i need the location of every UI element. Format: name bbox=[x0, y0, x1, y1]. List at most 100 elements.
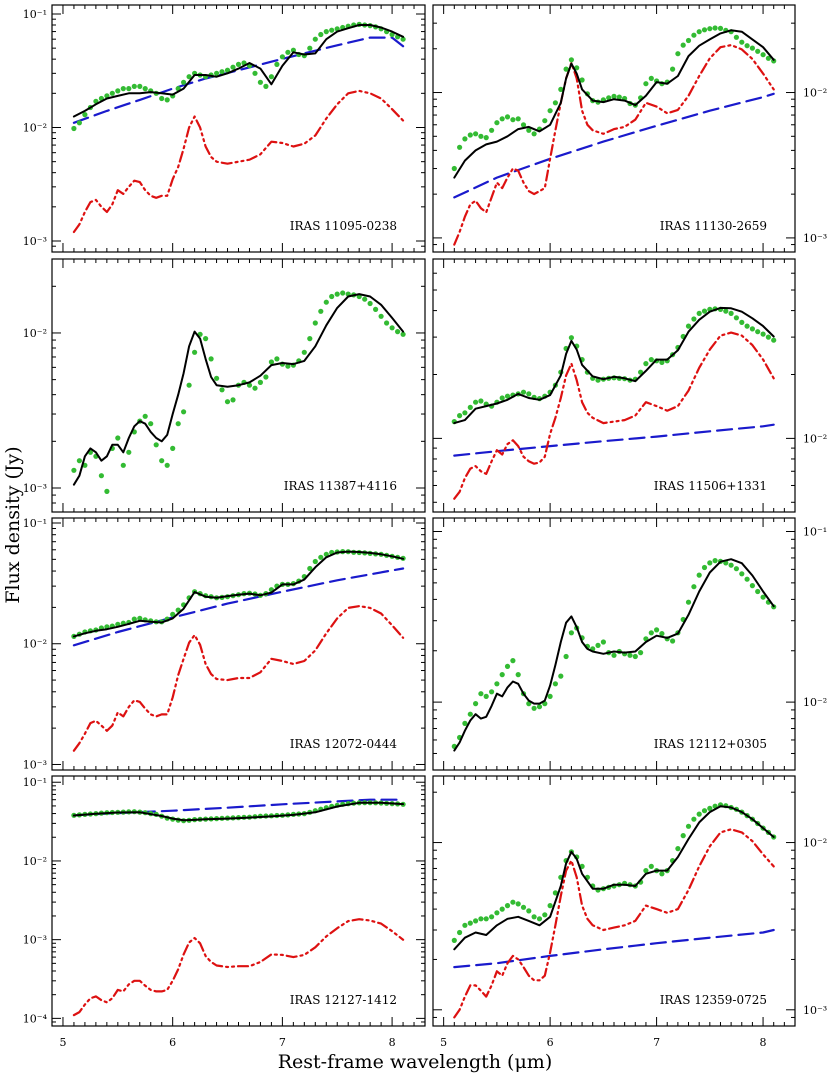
continuum-line bbox=[72, 567, 405, 647]
data-point bbox=[384, 320, 390, 326]
data-point bbox=[473, 918, 479, 924]
data-point bbox=[504, 903, 511, 909]
panel-grid: 10⁻¹ 10⁻² 10⁻³ IRAS 11095-0238 10⁻² 10⁻³ IRAS … bbox=[23, 4, 827, 1049]
data-point bbox=[520, 904, 527, 910]
data-point bbox=[648, 357, 654, 363]
data-point bbox=[526, 908, 532, 914]
data-point bbox=[739, 319, 745, 325]
panel-4: 10⁻² IRAS 11506+1331 bbox=[432, 258, 827, 513]
data-point bbox=[181, 409, 187, 415]
data-point bbox=[648, 75, 654, 81]
x-tick-label: 6 bbox=[547, 1036, 554, 1049]
plot-area bbox=[71, 549, 406, 752]
data-point bbox=[558, 673, 564, 679]
data-point bbox=[170, 611, 176, 618]
panel-frame bbox=[432, 517, 796, 771]
continuum-line bbox=[72, 36, 405, 124]
data-point bbox=[542, 118, 548, 124]
data-point bbox=[483, 916, 489, 922]
data-point bbox=[462, 410, 468, 416]
panel-label: IRAS 11095-0238 bbox=[290, 219, 397, 233]
data-point bbox=[395, 329, 401, 335]
data-point bbox=[611, 652, 617, 658]
data-point bbox=[159, 458, 165, 464]
data-point bbox=[701, 308, 708, 314]
data-point bbox=[739, 39, 745, 45]
data-point bbox=[257, 379, 263, 385]
data-point bbox=[728, 562, 734, 568]
data-point bbox=[749, 326, 756, 332]
data-point bbox=[224, 399, 231, 405]
data-point bbox=[771, 337, 777, 343]
data-point bbox=[670, 638, 676, 644]
y-tick-label: 10⁻¹ bbox=[23, 8, 47, 21]
data-point bbox=[563, 653, 569, 660]
data-point bbox=[340, 290, 346, 296]
data-point bbox=[749, 583, 756, 589]
panel-frame bbox=[51, 4, 426, 253]
data-point bbox=[765, 334, 772, 340]
data-point bbox=[483, 693, 489, 700]
y-tick-label: 10⁻² bbox=[23, 121, 47, 134]
data-point bbox=[489, 127, 495, 133]
data-point bbox=[230, 397, 236, 403]
data-point bbox=[489, 914, 495, 920]
data-point bbox=[616, 94, 622, 100]
data-point bbox=[595, 642, 601, 649]
data-point bbox=[531, 705, 537, 711]
data-point bbox=[685, 823, 692, 829]
panel-frame bbox=[51, 517, 426, 771]
data-point bbox=[467, 920, 473, 926]
data-point bbox=[307, 565, 313, 572]
plot-area bbox=[71, 21, 406, 234]
data-point bbox=[691, 584, 697, 590]
data-point bbox=[290, 47, 296, 53]
data-point bbox=[728, 310, 734, 316]
data-point bbox=[257, 79, 263, 85]
data-point bbox=[137, 83, 143, 89]
data-point bbox=[494, 120, 500, 126]
data-point bbox=[131, 616, 137, 622]
data-point bbox=[739, 571, 745, 577]
data-point bbox=[120, 462, 126, 468]
data-point bbox=[263, 374, 269, 380]
data-point bbox=[733, 566, 740, 572]
data-point bbox=[755, 48, 761, 54]
x-tick-label: 8 bbox=[389, 1036, 396, 1049]
data-point bbox=[467, 132, 473, 138]
data-point bbox=[478, 133, 484, 139]
data-point bbox=[680, 42, 686, 48]
data-point bbox=[478, 398, 484, 404]
data-point bbox=[520, 389, 527, 395]
data-point bbox=[98, 473, 104, 479]
data-point bbox=[181, 79, 187, 85]
data-point bbox=[109, 90, 115, 96]
pah-line bbox=[453, 828, 775, 1019]
data-point bbox=[175, 421, 181, 427]
data-point bbox=[235, 61, 242, 67]
data-point bbox=[654, 627, 660, 633]
data-point bbox=[164, 97, 170, 103]
data-point bbox=[515, 672, 521, 678]
data-point bbox=[526, 127, 532, 133]
data-point bbox=[643, 361, 649, 367]
data-point bbox=[520, 122, 527, 128]
data-point bbox=[473, 131, 479, 137]
plot-area bbox=[71, 798, 406, 1017]
data-point bbox=[696, 811, 702, 817]
data-point bbox=[536, 704, 543, 710]
data-point bbox=[627, 652, 633, 658]
data-point bbox=[536, 916, 543, 922]
data-point bbox=[457, 413, 463, 419]
data-point bbox=[696, 29, 702, 35]
data-point bbox=[638, 650, 644, 656]
pah-line bbox=[72, 89, 405, 234]
data-point bbox=[462, 136, 468, 142]
pah-line bbox=[72, 605, 405, 752]
y-tick-label: 10⁻³ bbox=[803, 1004, 827, 1017]
data-point bbox=[312, 36, 318, 42]
data-point bbox=[214, 375, 220, 381]
total-fit-line bbox=[72, 24, 405, 118]
data-point bbox=[71, 467, 77, 473]
data-point bbox=[318, 554, 324, 560]
